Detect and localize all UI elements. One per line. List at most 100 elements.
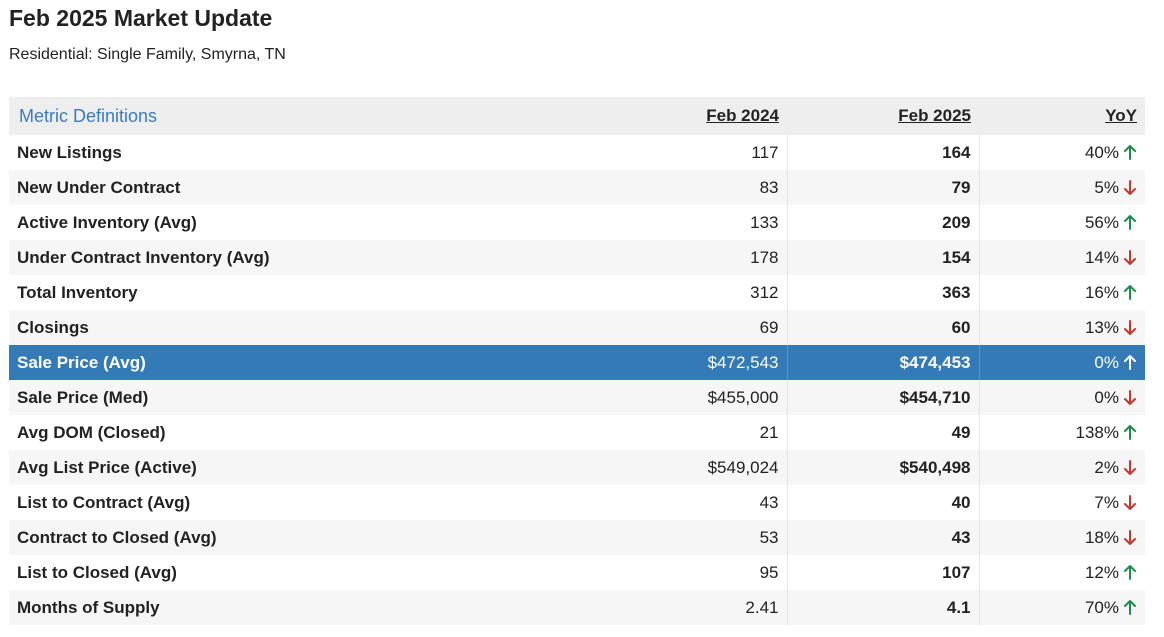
- column-label: Feb 2025: [898, 106, 971, 125]
- value-yoy: 12%: [979, 555, 1145, 590]
- value-feb-2024: $472,543: [595, 345, 788, 380]
- arrow-up-icon: [1123, 284, 1137, 300]
- yoy-percent: 12%: [1084, 562, 1119, 582]
- value-feb-2024: 2.41: [595, 590, 788, 625]
- value-yoy: 0%: [979, 380, 1145, 415]
- table-row: List to Contract (Avg) 43 40 7%: [9, 485, 1145, 520]
- value-feb-2025: $540,498: [787, 450, 980, 485]
- market-metrics-table: Metric Definitions Feb 2024 Feb 2025 YoY…: [9, 97, 1145, 625]
- table-row: Active Inventory (Avg) 133 209 56%: [9, 205, 1145, 240]
- metric-name: Under Contract Inventory (Avg): [17, 247, 270, 267]
- value-feb-2024: 178: [595, 240, 788, 275]
- value-feb-2024: 43: [595, 485, 788, 520]
- value-feb-2025: 107: [787, 555, 980, 590]
- arrow-up-icon: [1123, 564, 1137, 580]
- table-row: New Listings 117 164 40%: [9, 135, 1145, 170]
- table-row: Under Contract Inventory (Avg) 178 154 14%: [9, 240, 1145, 275]
- value-feb-2025: 154: [787, 240, 980, 275]
- table-header-row: Metric Definitions Feb 2024 Feb 2025 YoY: [9, 97, 1145, 135]
- table-row: Months of Supply 2.41 4.1 70%: [9, 590, 1145, 625]
- value-feb-2024: 21: [595, 415, 788, 450]
- table-row: List to Closed (Avg) 95 107 12%: [9, 555, 1145, 590]
- value-feb-2025: 43: [787, 520, 980, 555]
- value-feb-2025: 363: [787, 275, 980, 310]
- value-yoy: 16%: [979, 275, 1145, 310]
- yoy-percent: 14%: [1084, 247, 1119, 267]
- arrow-up-icon: [1123, 599, 1137, 615]
- value-yoy: 5%: [979, 170, 1145, 205]
- value-feb-2024: 53: [595, 520, 788, 555]
- value-feb-2025: 79: [787, 170, 980, 205]
- value-feb-2024: 83: [595, 170, 788, 205]
- value-yoy: 138%: [979, 415, 1145, 450]
- arrow-up-icon: [1123, 424, 1137, 440]
- yoy-percent: 70%: [1084, 597, 1119, 617]
- yoy-percent: 18%: [1084, 527, 1119, 547]
- yoy-percent: 40%: [1084, 142, 1119, 162]
- value-feb-2024: 133: [595, 205, 788, 240]
- value-yoy: 40%: [979, 135, 1145, 170]
- metric-name: List to Contract (Avg): [17, 492, 191, 512]
- metric-definitions-link[interactable]: Metric Definitions: [19, 105, 158, 126]
- column-header-feb-2024[interactable]: Feb 2024: [595, 97, 787, 135]
- value-feb-2025: 4.1: [787, 590, 980, 625]
- table-body: New Listings 117 164 40% New Under Contract 8…: [9, 135, 1145, 625]
- arrow-down-icon: [1123, 249, 1137, 265]
- yoy-percent: 138%: [1075, 422, 1119, 442]
- arrow-down-icon: [1123, 459, 1137, 475]
- table-row: Closings 69 60 13%: [9, 310, 1145, 345]
- yoy-percent: 2%: [1094, 457, 1119, 477]
- arrow-up-icon: [1123, 214, 1137, 230]
- metric-name: Closings: [17, 317, 89, 337]
- table-row: Avg List Price (Active) $549,024 $540,498 2…: [9, 450, 1145, 485]
- table-row: Sale Price (Med) $455,000 $454,710 0%: [9, 380, 1145, 415]
- value-feb-2024: $455,000: [595, 380, 788, 415]
- yoy-percent: 13%: [1084, 317, 1119, 337]
- yoy-percent: 0%: [1094, 352, 1119, 372]
- column-header-feb-2025[interactable]: Feb 2025: [787, 97, 979, 135]
- value-feb-2024: 95: [595, 555, 788, 590]
- table-row: Avg DOM (Closed) 21 49 138%: [9, 415, 1145, 450]
- value-feb-2024: 117: [595, 135, 788, 170]
- metric-name: Active Inventory (Avg): [17, 212, 197, 232]
- column-header-yoy[interactable]: YoY: [979, 97, 1145, 135]
- column-label: YoY: [1105, 106, 1137, 125]
- column-label: Feb 2024: [706, 106, 779, 125]
- page-subtitle: Residential: Single Family, Smyrna, TN: [9, 46, 286, 63]
- yoy-percent: 16%: [1084, 282, 1119, 302]
- metric-name: New Under Contract: [17, 177, 181, 197]
- value-feb-2025: 209: [787, 205, 980, 240]
- value-yoy: 70%: [979, 590, 1145, 625]
- yoy-percent: 7%: [1094, 492, 1119, 512]
- value-feb-2024: $549,024: [595, 450, 788, 485]
- metric-name: Contract to Closed (Avg): [17, 527, 217, 547]
- value-feb-2025: 60: [787, 310, 980, 345]
- arrow-down-icon: [1123, 319, 1137, 335]
- arrow-up-icon: [1123, 144, 1137, 160]
- value-feb-2025: $474,453: [787, 345, 980, 380]
- arrow-up-icon: [1123, 354, 1137, 370]
- metric-name: Months of Supply: [17, 597, 160, 617]
- metric-name: Avg List Price (Active): [17, 457, 197, 477]
- value-yoy: 0%: [979, 345, 1145, 380]
- arrow-down-icon: [1123, 494, 1137, 510]
- table-row: Contract to Closed (Avg) 53 43 18%: [9, 520, 1145, 555]
- table-row: New Under Contract 83 79 5%: [9, 170, 1145, 205]
- yoy-percent: 56%: [1084, 212, 1119, 232]
- value-yoy: 14%: [979, 240, 1145, 275]
- value-yoy: 56%: [979, 205, 1145, 240]
- value-yoy: 2%: [979, 450, 1145, 485]
- metric-name: Sale Price (Med): [17, 387, 149, 407]
- metric-name: Sale Price (Avg): [17, 352, 146, 372]
- value-yoy: 7%: [979, 485, 1145, 520]
- value-feb-2024: 69: [595, 310, 788, 345]
- value-feb-2025: 49: [787, 415, 980, 450]
- arrow-down-icon: [1123, 529, 1137, 545]
- value-feb-2025: 164: [787, 135, 980, 170]
- metric-name: Avg DOM (Closed): [17, 422, 166, 442]
- table-row: Sale Price (Avg) $472,543 $474,453 0%: [9, 345, 1145, 380]
- value-feb-2025: 40: [787, 485, 980, 520]
- yoy-percent: 5%: [1094, 177, 1119, 197]
- value-yoy: 13%: [979, 310, 1145, 345]
- value-feb-2024: 312: [595, 275, 788, 310]
